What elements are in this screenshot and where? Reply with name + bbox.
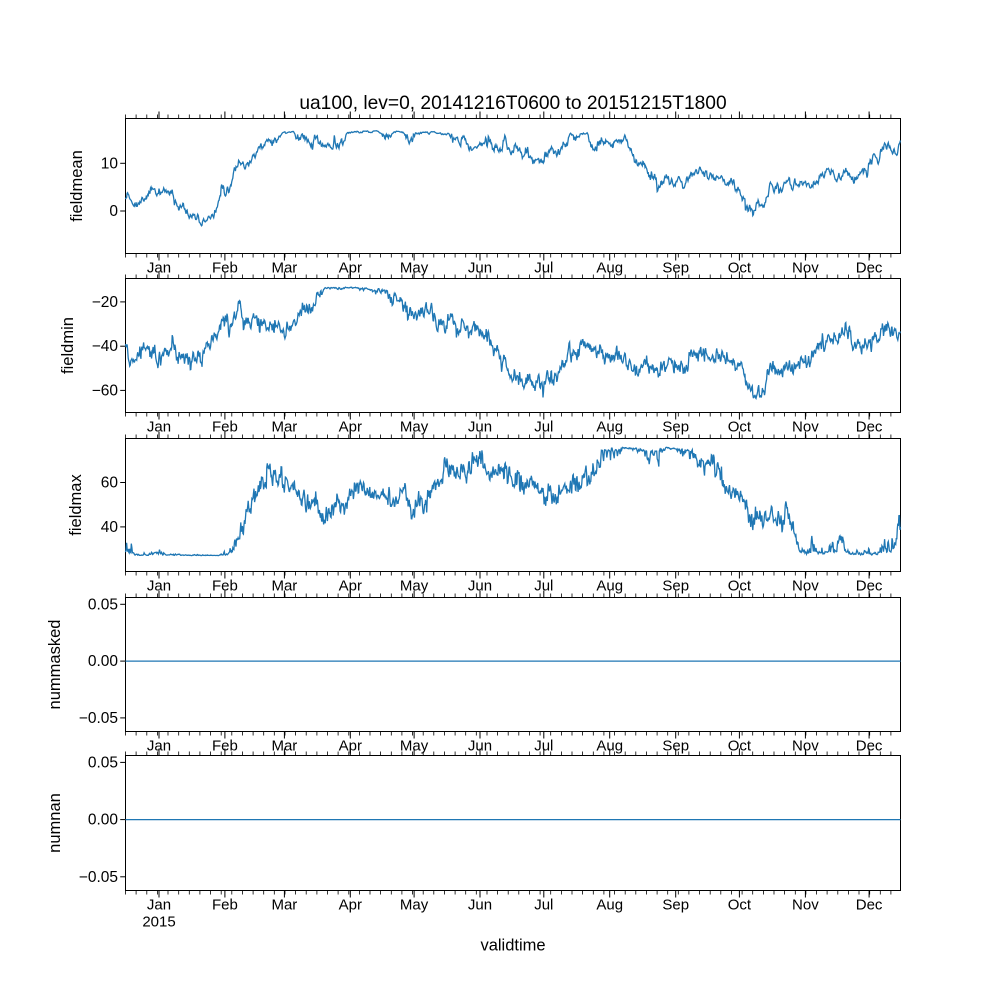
svg-text:0.05: 0.05	[88, 596, 118, 613]
svg-text:2015: 2015	[142, 914, 175, 931]
svg-text:fieldmin: fieldmin	[59, 317, 77, 374]
svg-text:−0.05: −0.05	[79, 869, 118, 886]
svg-text:fieldmax: fieldmax	[67, 474, 85, 536]
svg-text:0.00: 0.00	[88, 812, 119, 829]
svg-text:−40: −40	[92, 338, 119, 355]
svg-text:Apr: Apr	[339, 897, 362, 914]
svg-text:Sep: Sep	[662, 897, 689, 914]
svg-text:Nov: Nov	[792, 897, 819, 914]
svg-text:10: 10	[101, 155, 119, 172]
svg-text:validtime: validtime	[480, 937, 545, 955]
svg-text:60: 60	[101, 475, 119, 492]
svg-text:Dec: Dec	[856, 897, 883, 914]
svg-text:Feb: Feb	[212, 897, 238, 914]
svg-text:ua100, lev=0, 20141216T0600 to: ua100, lev=0, 20141216T0600 to 20151215T…	[299, 93, 726, 114]
svg-text:−60: −60	[92, 382, 119, 399]
svg-text:Oct: Oct	[728, 897, 752, 914]
svg-text:0.05: 0.05	[88, 754, 118, 771]
svg-text:Jun: Jun	[468, 897, 492, 914]
svg-text:−0.05: −0.05	[79, 710, 118, 727]
svg-text:40: 40	[101, 519, 119, 536]
svg-text:numnan: numnan	[46, 793, 64, 853]
svg-text:−20: −20	[92, 294, 119, 311]
svg-text:Jan: Jan	[147, 897, 171, 914]
svg-text:0: 0	[109, 203, 118, 220]
svg-text:Jul: Jul	[534, 897, 553, 914]
svg-text:0.00: 0.00	[88, 653, 119, 670]
svg-text:nummasked: nummasked	[46, 620, 64, 710]
svg-text:Aug: Aug	[596, 897, 623, 914]
svg-text:Mar: Mar	[271, 897, 297, 914]
svg-text:May: May	[400, 897, 429, 914]
svg-text:fieldmean: fieldmean	[68, 150, 86, 222]
